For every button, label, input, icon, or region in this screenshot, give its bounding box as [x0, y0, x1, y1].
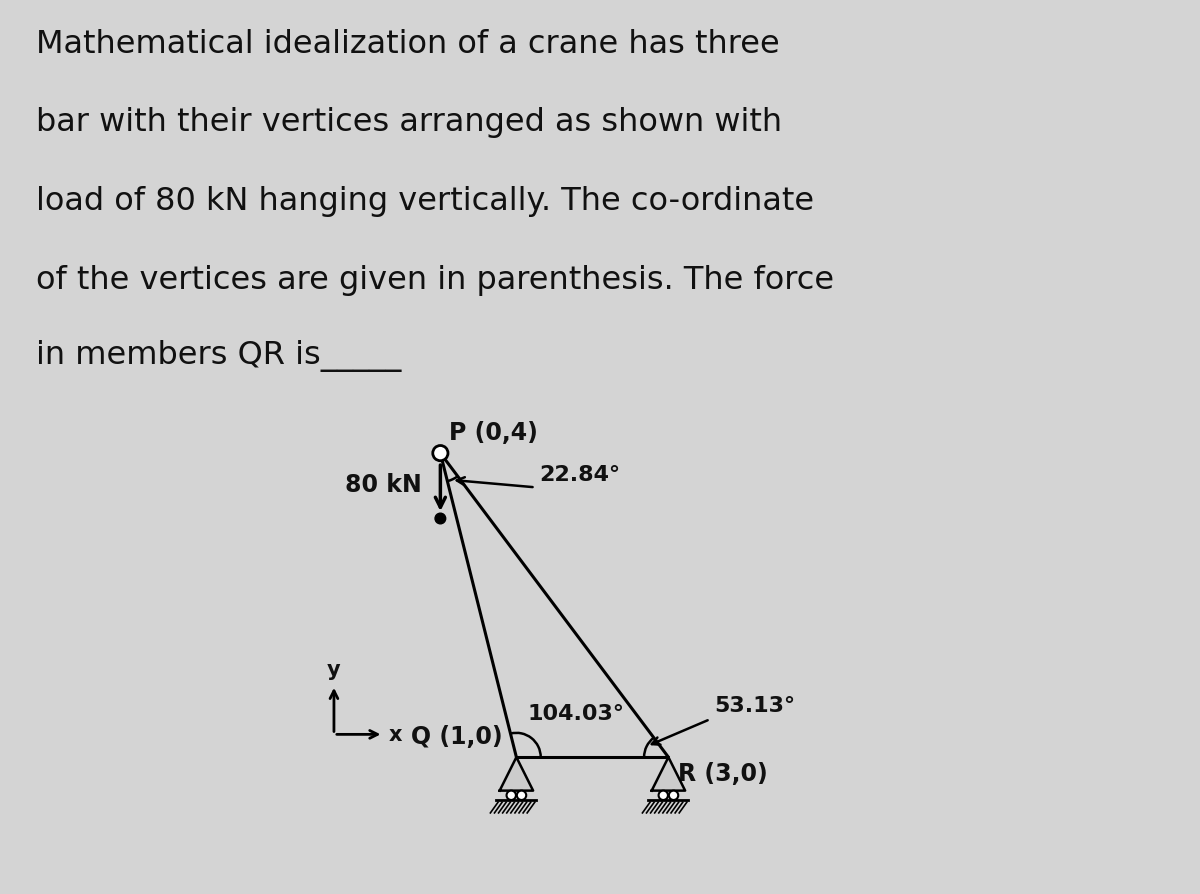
Text: of the vertices are given in parenthesis. The force: of the vertices are given in parenthesis…	[36, 265, 834, 296]
Circle shape	[433, 446, 448, 461]
Text: bar with their vertices arranged as shown with: bar with their vertices arranged as show…	[36, 107, 782, 139]
Text: in members QR is_____: in members QR is_____	[36, 340, 401, 372]
Text: P (0,4): P (0,4)	[450, 420, 539, 444]
Text: Q (1,0): Q (1,0)	[412, 724, 503, 748]
Text: 80 kN: 80 kN	[344, 473, 421, 497]
Circle shape	[436, 513, 445, 524]
Text: 104.03°: 104.03°	[528, 704, 625, 723]
Text: Mathematical idealization of a crane has three: Mathematical idealization of a crane has…	[36, 29, 780, 60]
Text: 53.13°: 53.13°	[714, 696, 796, 715]
Text: load of 80 kN hanging vertically. The co-ordinate: load of 80 kN hanging vertically. The co…	[36, 186, 814, 217]
Text: 22.84°: 22.84°	[539, 464, 620, 484]
Text: R (3,0): R (3,0)	[678, 761, 767, 785]
Text: x: x	[389, 724, 402, 745]
Polygon shape	[652, 757, 685, 790]
Text: y: y	[328, 659, 341, 679]
Circle shape	[506, 790, 516, 800]
Polygon shape	[499, 757, 533, 790]
Circle shape	[659, 790, 668, 800]
Circle shape	[668, 790, 678, 800]
Circle shape	[517, 790, 527, 800]
